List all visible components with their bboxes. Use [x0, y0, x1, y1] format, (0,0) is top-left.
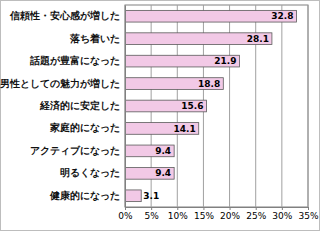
x-tick-mark: [282, 207, 283, 210]
x-tick: 5%: [145, 207, 160, 221]
data-label: 21.9: [214, 56, 236, 66]
y-tick: 経済的に安定した: [39, 100, 125, 111]
category-label: 落ち着いた: [69, 33, 120, 44]
data-label: 14.1: [174, 124, 196, 134]
y-tick: 信頼性・安心感が増した: [9, 10, 125, 21]
bar: [125, 145, 174, 157]
grid-line: [308, 5, 309, 207]
x-axis: 0% 5% 10% 15% 20% 25% 30% 35%: [118, 207, 319, 221]
grid: [125, 5, 308, 207]
y-tick: 健康的になった: [49, 190, 125, 202]
x-tick-mark: [203, 207, 204, 210]
data-labels: 32.8 28.1 21.9 18.8 15.6 14.1 9.4 9.4 3.1: [143, 11, 293, 201]
y-axis: 信頼性・安心感が増した落ち着いた話題が豊富になった男性としての魅力が増した経済的…: [0, 6, 126, 208]
x-tick-mark: [177, 207, 178, 210]
y-tick: 落ち着いた: [69, 33, 125, 44]
data-label: 9.4: [155, 168, 171, 178]
data-label: 3.1: [143, 191, 159, 201]
category-label: 明るくなった: [60, 167, 120, 179]
x-tick: 35%: [298, 207, 318, 221]
category-label: 家庭的になった: [49, 122, 120, 134]
data-label: 32.8: [271, 11, 293, 21]
bar: [125, 55, 240, 67]
plot: 0% 5% 10% 15% 20% 25% 30% 35% 信頼性・安心感が増した落ち着いた話題…: [0, 5, 319, 221]
grid-line: [281, 5, 282, 207]
x-tick: 15%: [194, 207, 214, 221]
bar: [125, 33, 272, 45]
category-label: 男性としての魅力が増した: [0, 78, 120, 89]
x-tick-label: 5%: [145, 211, 160, 221]
x-tick-label: 10%: [168, 211, 188, 221]
category-label: 話題が豊富になった: [29, 55, 120, 67]
bar: [125, 190, 141, 202]
y-tick: 話題が豊富になった: [29, 55, 125, 67]
x-axis-line: [126, 208, 309, 211]
bar: [125, 123, 199, 135]
x-tick-label: 25%: [246, 211, 266, 221]
data-label: 18.8: [198, 79, 220, 89]
y-axis-line: [125, 6, 126, 208]
x-tick-mark: [256, 207, 257, 210]
chart: 0% 5% 10% 15% 20% 25% 30% 35% 信頼性・安心感が増した落ち着いた話題…: [0, 0, 320, 231]
bar: [125, 167, 174, 179]
y-tick: アクティブになった: [30, 145, 125, 157]
y-tick: 家庭的になった: [49, 122, 125, 134]
plot-frame: [125, 5, 308, 207]
x-tick-label: 35%: [298, 211, 318, 221]
data-label: 15.6: [181, 101, 203, 111]
category-label: 健康的になった: [49, 190, 120, 202]
bar: [125, 10, 296, 22]
data-label: 9.4: [155, 146, 171, 156]
x-tick: 20%: [220, 207, 240, 221]
x-tick-mark: [151, 207, 152, 210]
category-label: 信頼性・安心感が増した: [9, 10, 120, 21]
bars: [125, 10, 296, 201]
x-tick-label: 15%: [194, 211, 214, 221]
category-label: 経済的に安定した: [39, 100, 120, 111]
data-label: 28.1: [247, 34, 269, 44]
x-tick: 25%: [246, 207, 266, 221]
page-border: [1, 1, 320, 231]
x-tick: 30%: [272, 207, 292, 221]
category-label: アクティブになった: [30, 145, 120, 157]
x-tick-label: 20%: [220, 211, 240, 221]
grid-line: [125, 5, 126, 207]
x-tick-mark: [308, 207, 309, 210]
x-tick-label: 30%: [272, 211, 292, 221]
bar: [125, 100, 207, 112]
x-tick-label: 0%: [118, 211, 133, 221]
y-tick: 明るくなった: [60, 167, 125, 179]
x-tick: 0%: [118, 207, 133, 221]
bar: [125, 78, 223, 90]
x-tick-mark: [230, 207, 231, 210]
y-tick: 男性としての魅力が増した: [0, 78, 125, 89]
x-tick: 10%: [168, 207, 188, 221]
